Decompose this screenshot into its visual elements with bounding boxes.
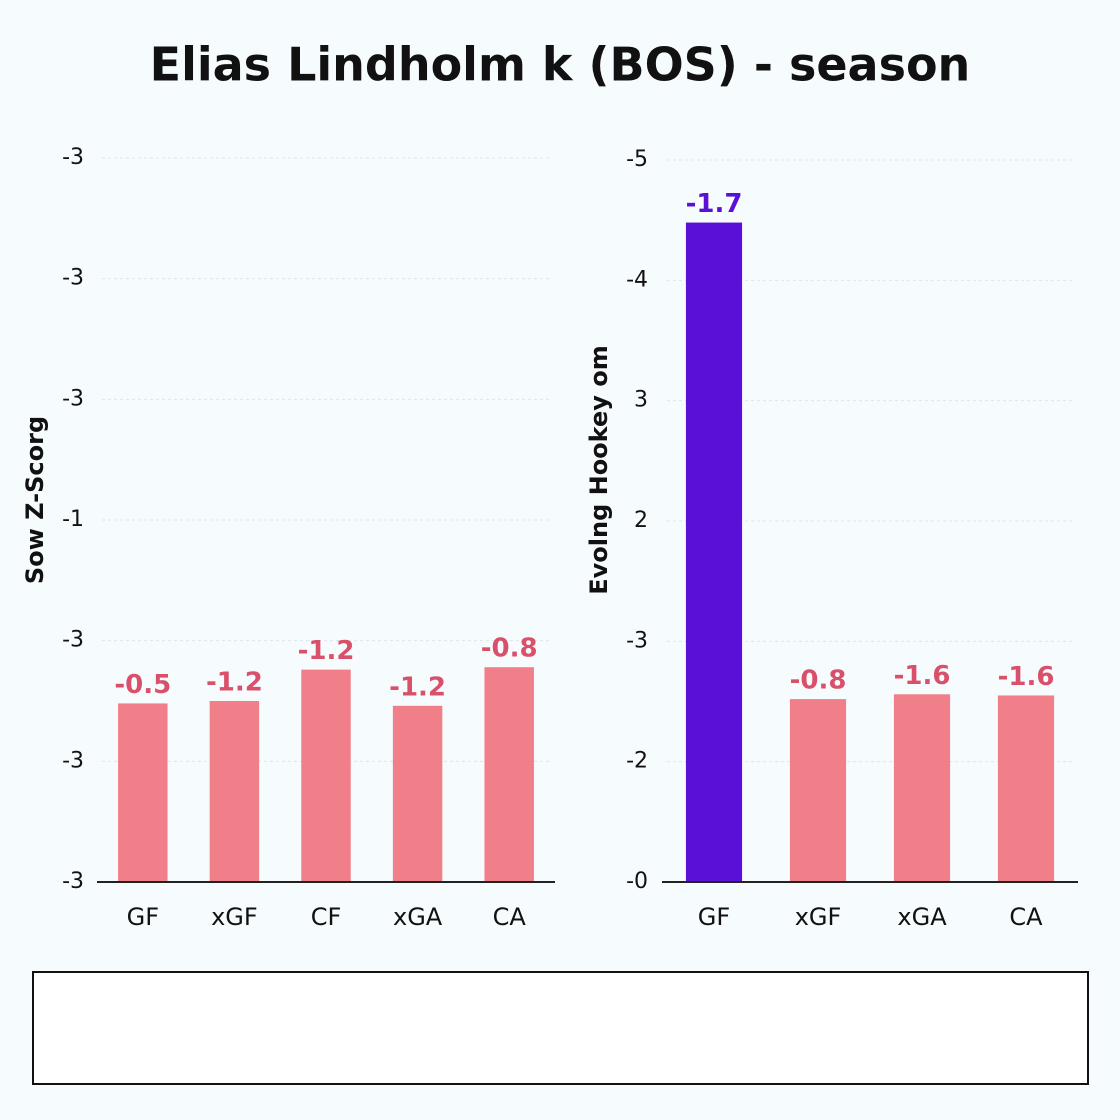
bar xyxy=(209,701,260,882)
y-tick-label: 2 xyxy=(634,508,648,533)
x-tick-label: CF xyxy=(311,903,342,931)
value-label: -1.6 xyxy=(894,661,951,691)
y-tick-label: -3 xyxy=(626,628,648,653)
y-tick-label: -1 xyxy=(62,507,84,532)
bar xyxy=(893,694,951,882)
x-tick-label: GF xyxy=(698,903,730,931)
empty-panel xyxy=(32,971,1089,1085)
x-tick-label: xGF xyxy=(211,903,258,931)
value-label: -1.2 xyxy=(389,672,446,702)
value-label: -0.8 xyxy=(790,666,847,696)
bar xyxy=(484,667,534,882)
value-label: -0.5 xyxy=(114,670,171,700)
y-axis-label: Evolng Hookey om xyxy=(585,345,613,595)
bar xyxy=(997,695,1055,882)
x-tick-label: xGA xyxy=(897,903,947,931)
y-axis-label: Sow Z-Scorg xyxy=(21,416,49,584)
value-label: -1.2 xyxy=(206,668,263,698)
y-tick-label: -3 xyxy=(62,748,84,773)
y-tick-label: -4 xyxy=(626,267,648,292)
bar xyxy=(789,699,847,882)
y-tick-label: -3 xyxy=(62,386,84,411)
bar xyxy=(301,669,351,882)
x-tick-label: CA xyxy=(493,903,527,931)
y-tick-label: 3 xyxy=(634,388,648,413)
value-label: -1.2 xyxy=(298,636,355,666)
bar xyxy=(685,222,743,882)
x-tick-label: CA xyxy=(1009,903,1043,931)
value-label: -1.7 xyxy=(686,189,743,219)
y-tick-label: -3 xyxy=(62,145,84,170)
title: Elias Lindholm k (BOS) - season xyxy=(150,38,971,92)
x-tick-label: GF xyxy=(127,903,159,931)
value-label: -0.8 xyxy=(481,634,538,664)
y-tick-label: -3 xyxy=(62,628,84,653)
bar xyxy=(118,703,168,882)
y-tick-label: -0 xyxy=(626,869,648,894)
y-tick-label: -2 xyxy=(626,749,648,774)
x-tick-label: xGA xyxy=(393,903,443,931)
y-tick-label: -3 xyxy=(62,266,84,291)
bar xyxy=(392,705,443,882)
value-label: -1.6 xyxy=(998,662,1055,692)
y-tick-label: -5 xyxy=(626,147,648,172)
x-tick-label: xGF xyxy=(795,903,842,931)
y-tick-label: -3 xyxy=(62,869,84,894)
